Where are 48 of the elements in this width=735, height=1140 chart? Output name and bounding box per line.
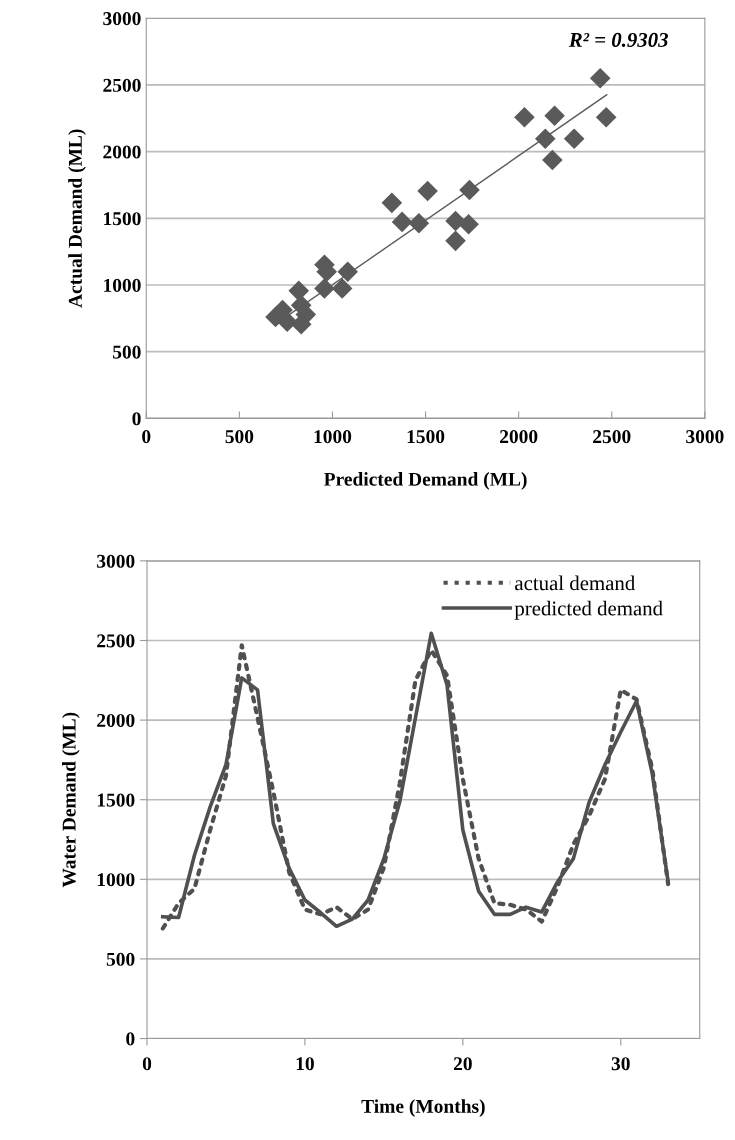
x-tick-label: 3000 — [686, 430, 724, 444]
point — [288, 280, 310, 302]
annotation: R² = 0.9303 — [568, 32, 668, 47]
x-tick-label: 20 — [453, 1057, 472, 1071]
point — [589, 67, 611, 89]
point — [417, 180, 438, 202]
point — [534, 128, 556, 149]
y-axis-title: Water Demand (ML) — [62, 712, 80, 888]
x-tick-label: 2500 — [593, 430, 631, 444]
x-tick-label: 10 — [296, 1057, 314, 1071]
y-tick-label: 3000 — [103, 12, 141, 26]
y-tick-label: 2500 — [97, 634, 135, 648]
y-tick-label: 1000 — [97, 873, 135, 887]
point — [381, 192, 403, 214]
point — [544, 105, 565, 127]
x-tick-label: 0 — [142, 430, 151, 444]
y-tick-label: 1500 — [104, 212, 141, 226]
point — [445, 230, 466, 252]
legend-label: actual demand — [515, 575, 635, 591]
point — [563, 128, 585, 149]
y-tick-label: 1000 — [104, 278, 141, 292]
y-tick-label: 0 — [132, 412, 141, 426]
point — [542, 149, 563, 171]
legend-label: predicted demand — [514, 600, 663, 620]
x-tick-label: 500 — [225, 430, 254, 444]
y-tick-label: 1500 — [97, 793, 135, 807]
x-tick-label: 1000 — [314, 430, 352, 444]
y-tick-label: 2000 — [103, 145, 141, 159]
point — [314, 278, 335, 299]
x-tick-label: 1500 — [407, 430, 445, 444]
point — [514, 106, 535, 128]
point — [595, 106, 617, 128]
x-tick-label: 30 — [611, 1057, 630, 1071]
x-axis-title: Predicted Demand (ML) — [324, 472, 527, 490]
y-axis-title: Actual Demand (ML) — [68, 129, 86, 308]
y-tick-label: 500 — [106, 952, 135, 966]
y-tick-label: 3000 — [97, 554, 135, 568]
x-tick-label: 0 — [142, 1057, 152, 1071]
y-tick-label: 500 — [113, 345, 141, 359]
y-tick-label: 2000 — [97, 713, 135, 728]
y-tick-label: 0 — [126, 1032, 135, 1046]
point — [408, 212, 430, 234]
point — [331, 278, 353, 299]
y-tick-label: 2500 — [103, 78, 141, 92]
point — [458, 214, 479, 235]
x-tick-label: 2000 — [500, 430, 538, 444]
point — [391, 211, 413, 233]
x-axis-title: Time (Months) — [361, 1099, 485, 1117]
